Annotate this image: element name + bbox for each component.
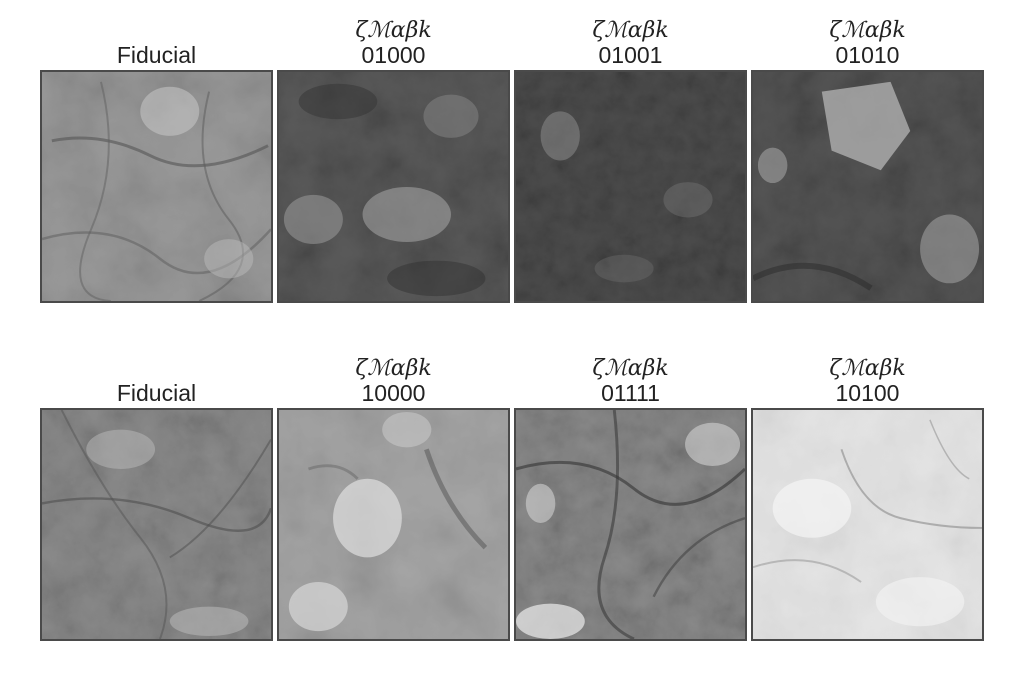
panel-r1-c1: Fiducial	[40, 18, 273, 304]
panel-code-label: 01000	[361, 42, 426, 68]
panel-math-label	[40, 356, 273, 382]
panel-math-label: ζℳαβk	[355, 18, 432, 43]
panel-r1-c4: ζℳαβk 01010	[751, 18, 984, 304]
density-map-image	[751, 70, 984, 303]
density-map-svg	[42, 72, 271, 301]
density-map-svg	[516, 72, 745, 301]
density-map-image	[277, 70, 510, 303]
panel-r2-c4: ζℳαβk 10100	[751, 356, 984, 642]
density-map-svg	[753, 410, 982, 639]
panel-code-label: 01010	[835, 42, 900, 68]
density-map-image	[751, 408, 984, 641]
panel-math-label: ζℳαβk	[829, 356, 906, 381]
panel-code-label: 10000	[361, 380, 426, 406]
panel-code-label: Fiducial	[116, 42, 197, 68]
panel-r2-c3: ζℳαβk 01111	[514, 356, 747, 642]
density-map-image	[514, 408, 747, 641]
panel-r2-c2: ζℳαβk 10000	[277, 356, 510, 642]
density-map-svg	[753, 72, 982, 301]
panel-r1-c2: ζℳαβk 01000	[277, 18, 510, 304]
density-map-image	[40, 70, 273, 303]
density-map-image	[277, 408, 510, 641]
panel-math-label: ζℳαβk	[355, 356, 432, 381]
panel-math-label	[40, 18, 273, 44]
density-map-svg	[279, 72, 508, 301]
density-map-image	[40, 408, 273, 641]
panel-math-label: ζℳαβk	[592, 356, 669, 381]
panel-r1-c3: ζℳαβk 01001	[514, 18, 747, 304]
panel-r2-c1: Fiducial	[40, 356, 273, 642]
density-map-svg	[279, 410, 508, 639]
panel-math-label: ζℳαβk	[829, 18, 906, 43]
panel-code-label: 10100	[835, 380, 900, 406]
density-map-image	[514, 70, 747, 303]
panel-code-label: 01111	[601, 380, 660, 406]
panel-code-label: 01001	[598, 42, 663, 68]
density-map-svg	[42, 410, 271, 639]
panel-code-label: Fiducial	[116, 380, 197, 406]
panel-math-label: ζℳαβk	[592, 18, 669, 43]
density-map-svg	[516, 410, 745, 639]
